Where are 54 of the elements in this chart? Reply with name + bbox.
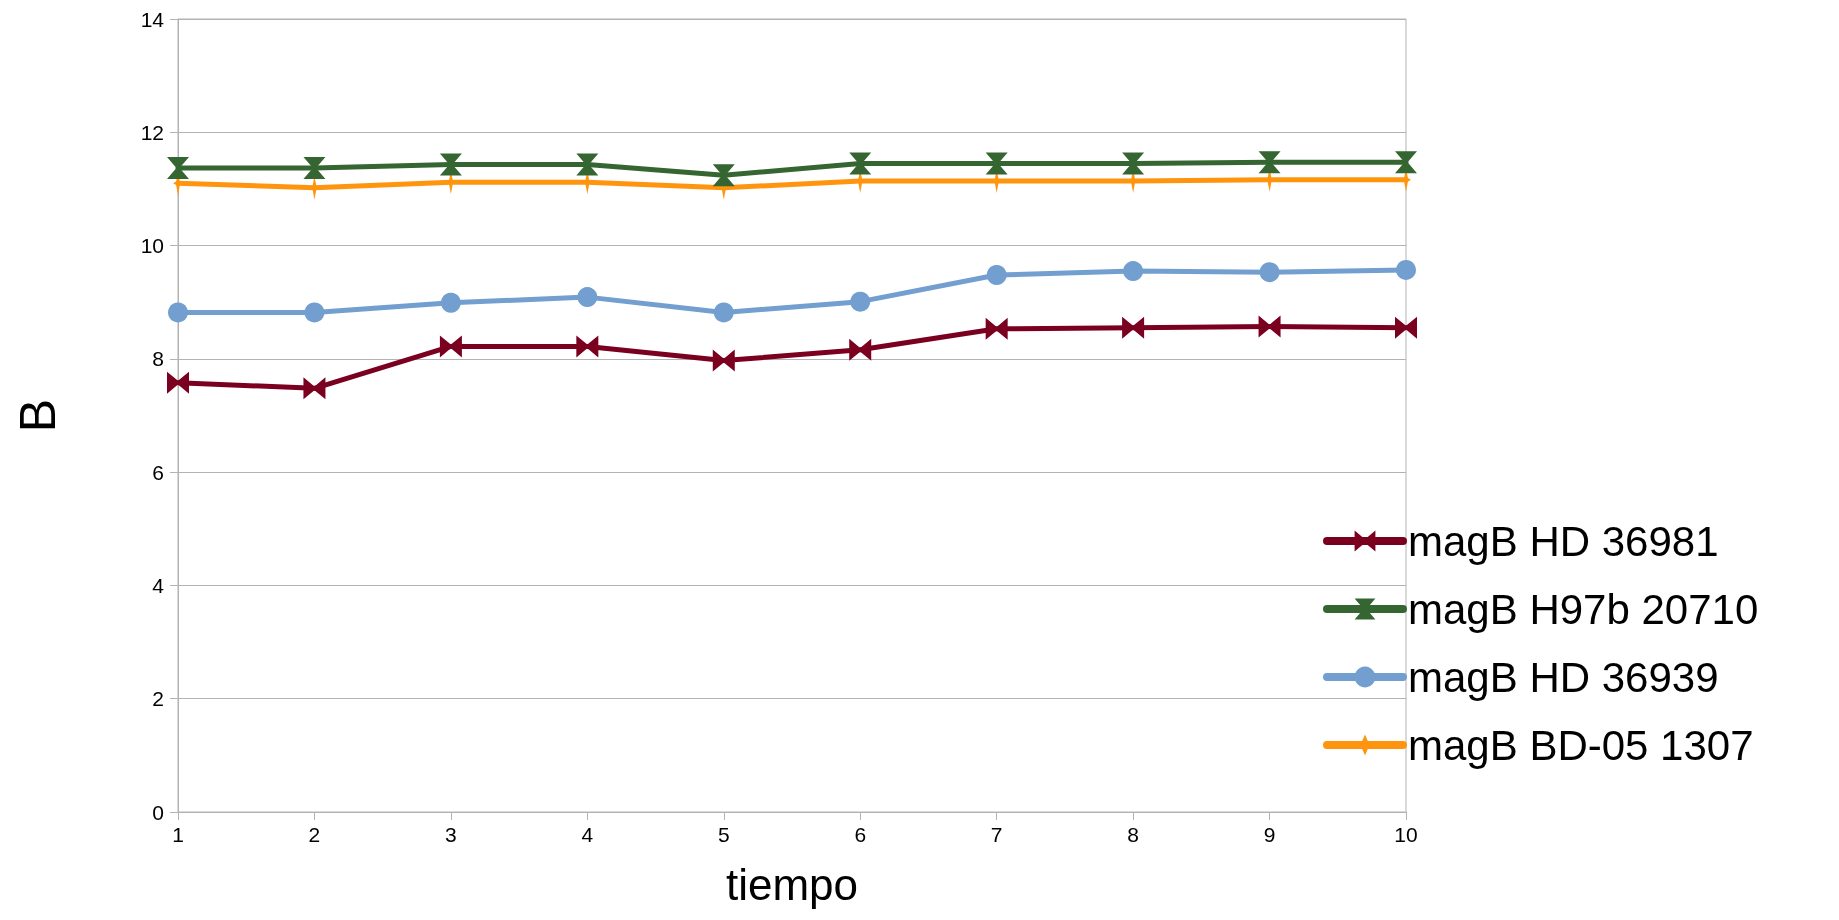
point xyxy=(1395,151,1417,174)
point xyxy=(1258,151,1281,174)
point xyxy=(985,152,1008,175)
x-tick-label: 5 xyxy=(717,823,730,846)
x-tick-label: 3 xyxy=(445,823,457,846)
point xyxy=(712,164,735,187)
x-tick-label: 2 xyxy=(308,823,321,846)
point xyxy=(439,153,462,176)
legend-label: magB H97b 20710 xyxy=(1408,585,1759,633)
legend-label: magB BD-05 1307 xyxy=(1408,721,1754,769)
legend-label: magB HD 36939 xyxy=(1408,653,1719,701)
legend-label: magB HD 36981 xyxy=(1408,517,1719,565)
y-tick-label: 10 xyxy=(140,234,164,258)
x-tick-label: 4 xyxy=(581,823,594,846)
point xyxy=(303,156,326,179)
point xyxy=(167,156,189,179)
point xyxy=(440,292,461,313)
y-tick-label: 0 xyxy=(152,800,164,824)
point xyxy=(986,265,1007,286)
point xyxy=(849,152,872,175)
y-tick-label: 4 xyxy=(152,573,165,597)
point xyxy=(167,371,189,394)
x-tick-label: 9 xyxy=(1263,823,1276,846)
y-tick-label: 8 xyxy=(152,347,164,371)
point xyxy=(1122,152,1145,175)
x-tick-label: 8 xyxy=(1127,823,1139,846)
y-axis-title: B xyxy=(10,398,66,433)
point xyxy=(985,317,1008,340)
x-tick-label: 1 xyxy=(172,823,184,846)
y-tick-label: 6 xyxy=(152,460,164,484)
point xyxy=(1258,315,1281,338)
point xyxy=(1122,316,1145,339)
point xyxy=(576,153,599,176)
point xyxy=(1123,261,1144,282)
point xyxy=(712,349,735,372)
point xyxy=(576,335,599,358)
y-tick-label: 14 xyxy=(140,7,165,31)
point xyxy=(439,335,462,358)
point xyxy=(1259,262,1280,283)
y-tick-label: 12 xyxy=(140,120,164,144)
point xyxy=(1395,316,1417,339)
y-tick-label: 2 xyxy=(152,687,164,711)
point xyxy=(1396,259,1416,280)
point xyxy=(577,287,598,308)
x-tick-label: 10 xyxy=(1394,823,1418,846)
point xyxy=(304,302,325,323)
x-axis-title: tiempo xyxy=(725,859,859,909)
x-tick-label: 6 xyxy=(854,823,867,846)
point xyxy=(168,302,188,323)
point xyxy=(849,338,872,361)
point xyxy=(303,377,326,400)
x-tick-label: 7 xyxy=(990,823,1003,846)
point xyxy=(850,291,871,312)
point xyxy=(713,302,734,323)
